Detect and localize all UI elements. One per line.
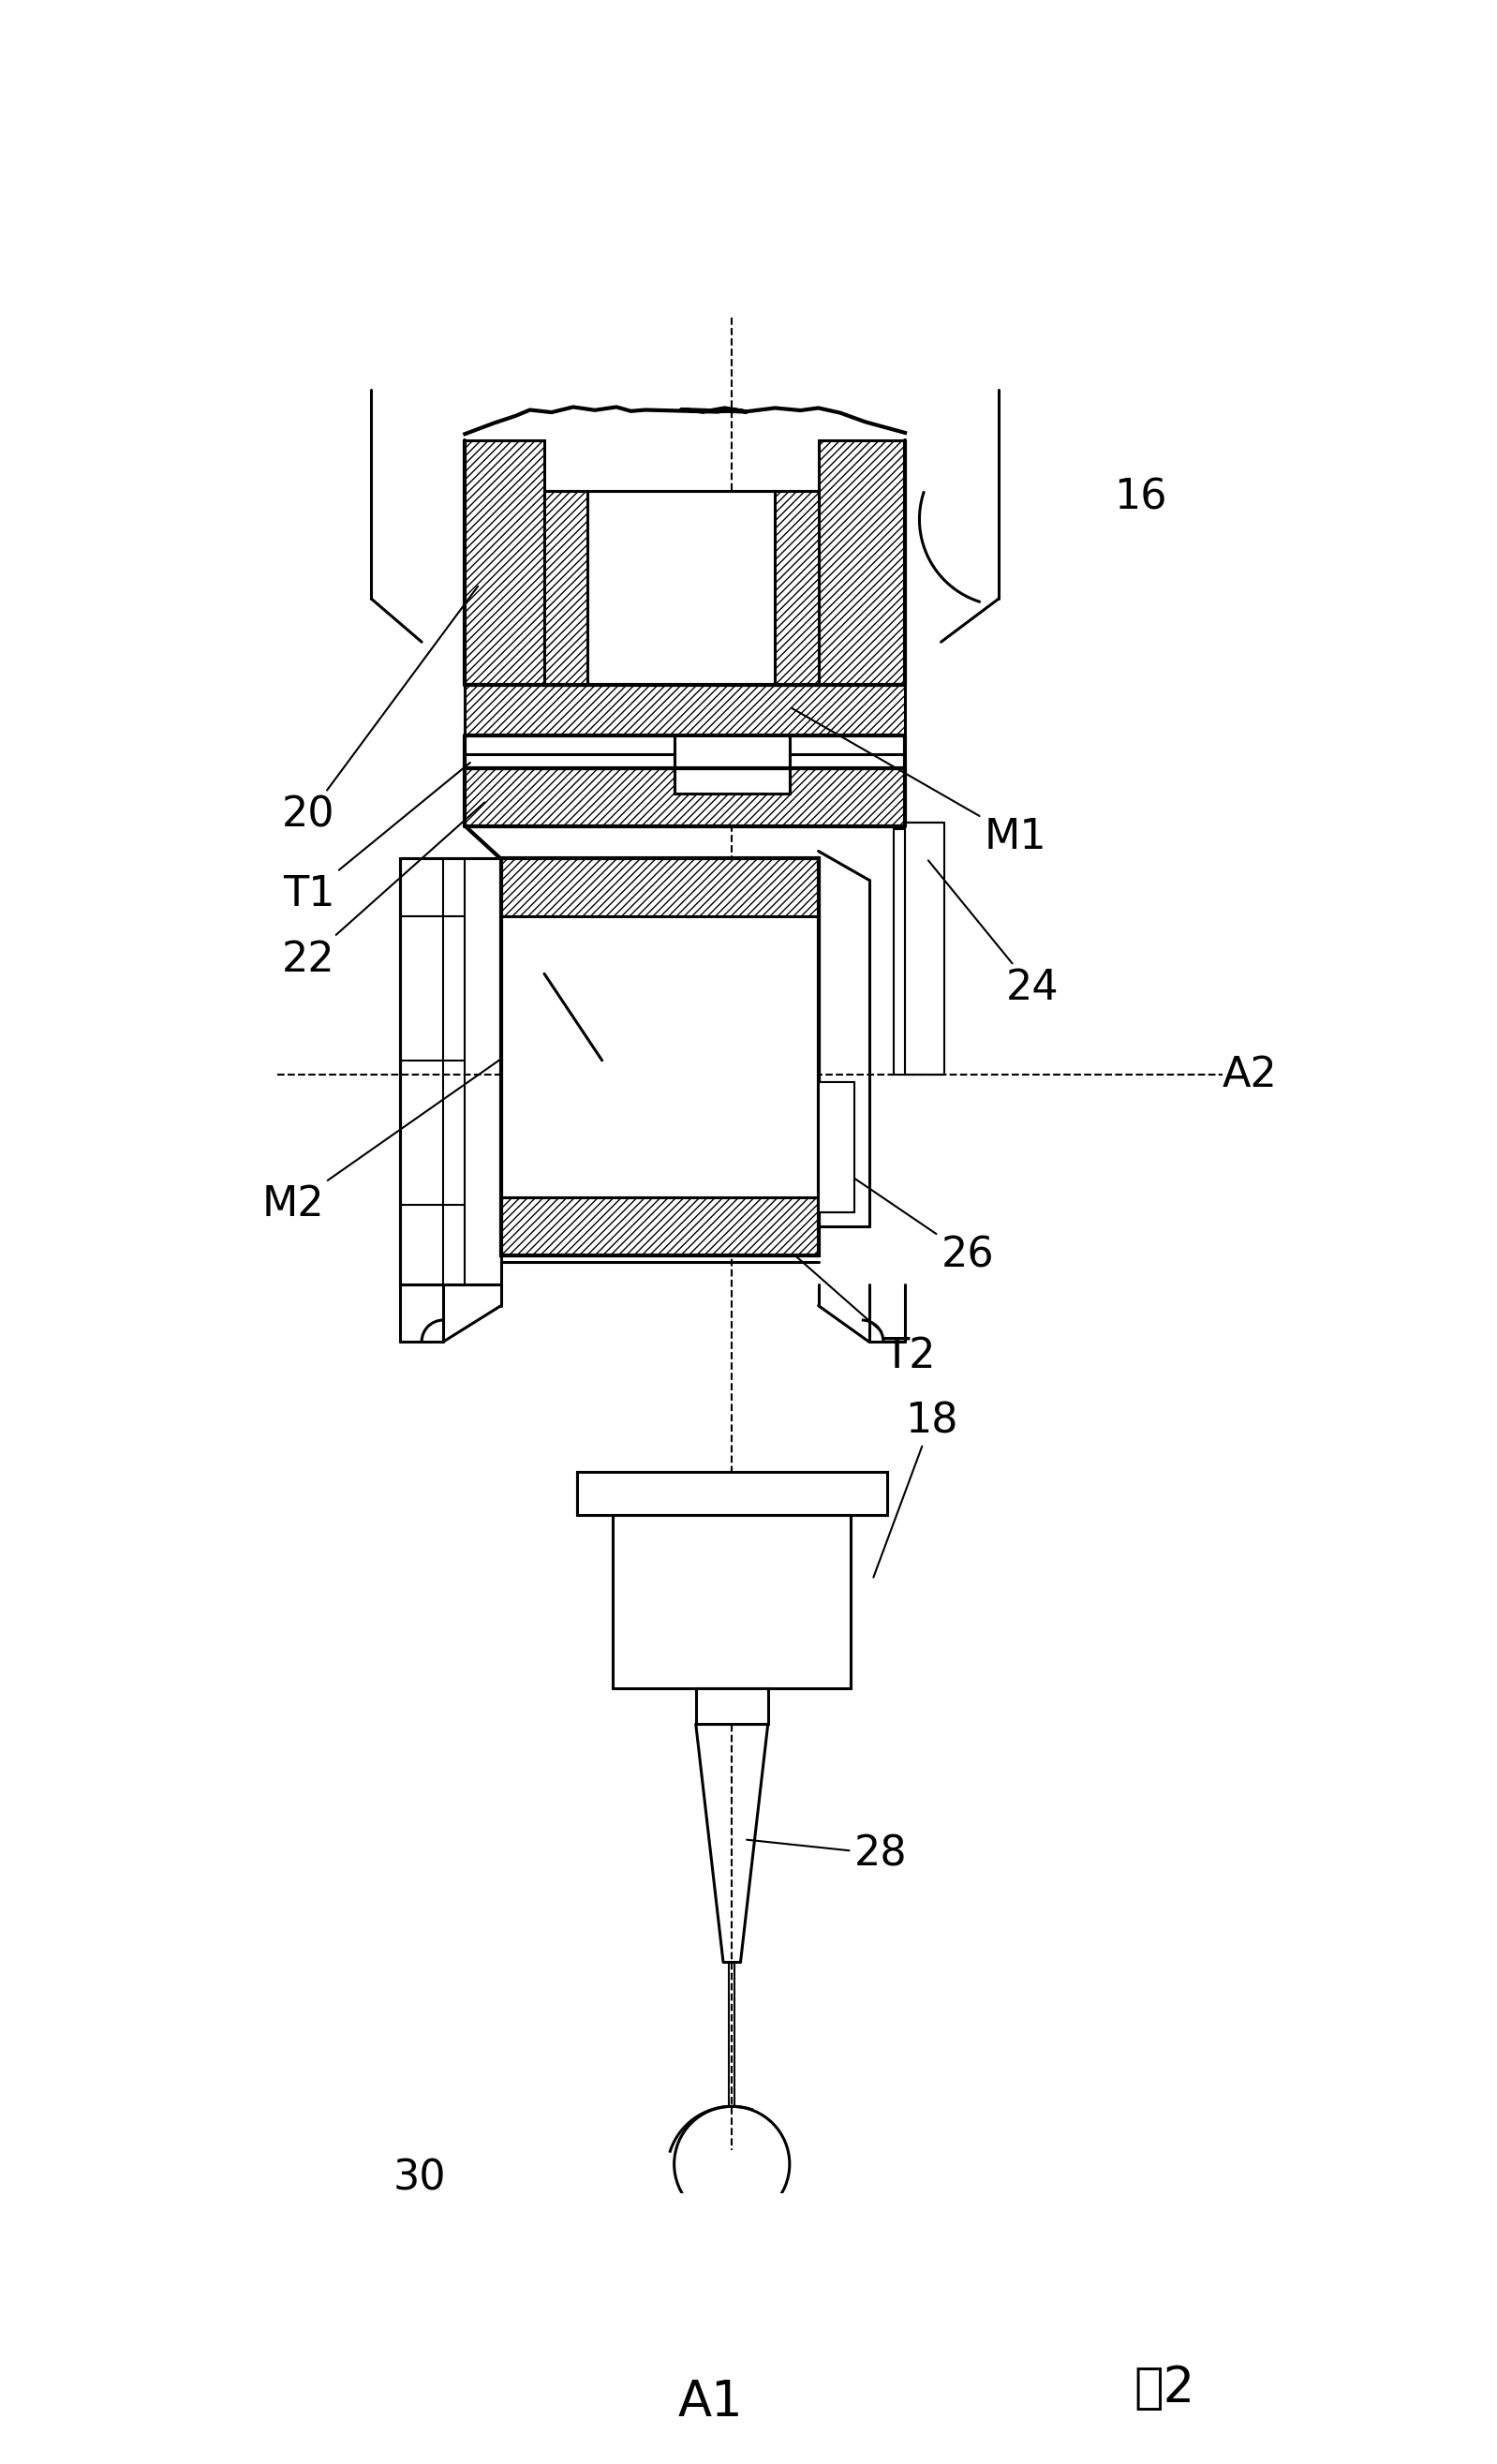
Text: A2: A2	[1223, 1055, 1277, 1094]
Bar	[501, 917, 819, 1198]
Text: 22: 22	[281, 803, 485, 981]
Bar	[466, 441, 545, 685]
Text: 16: 16	[1114, 478, 1168, 517]
Bar	[775, 490, 819, 685]
Bar	[501, 1198, 819, 1254]
Text: 20: 20	[281, 586, 478, 835]
Bar	[612, 1515, 850, 1688]
Bar	[466, 769, 906, 825]
Text: 30: 30	[392, 2158, 446, 2198]
Bar	[696, 1688, 768, 1725]
Bar	[466, 685, 906, 737]
Text: 图2: 图2	[1135, 2363, 1195, 2412]
Bar	[894, 830, 906, 1074]
Bar	[545, 490, 588, 685]
Bar	[400, 857, 501, 1284]
Bar	[819, 1082, 855, 1212]
Text: 24: 24	[928, 860, 1058, 1008]
Text: M1: M1	[792, 707, 1046, 857]
Text: T2: T2	[784, 1247, 936, 1377]
Text: 28: 28	[747, 1833, 907, 1875]
Bar	[501, 857, 819, 1254]
Bar	[545, 490, 819, 685]
Text: A1: A1	[678, 2378, 743, 2427]
Bar	[819, 441, 906, 685]
Bar	[576, 1471, 886, 1515]
Text: 18: 18	[873, 1402, 958, 1577]
Bar	[501, 857, 819, 917]
Text: M2: M2	[262, 1040, 528, 1225]
Text: 26: 26	[843, 1170, 994, 1276]
Text: T1: T1	[283, 764, 470, 914]
Bar	[906, 823, 945, 1074]
Bar	[674, 737, 789, 793]
